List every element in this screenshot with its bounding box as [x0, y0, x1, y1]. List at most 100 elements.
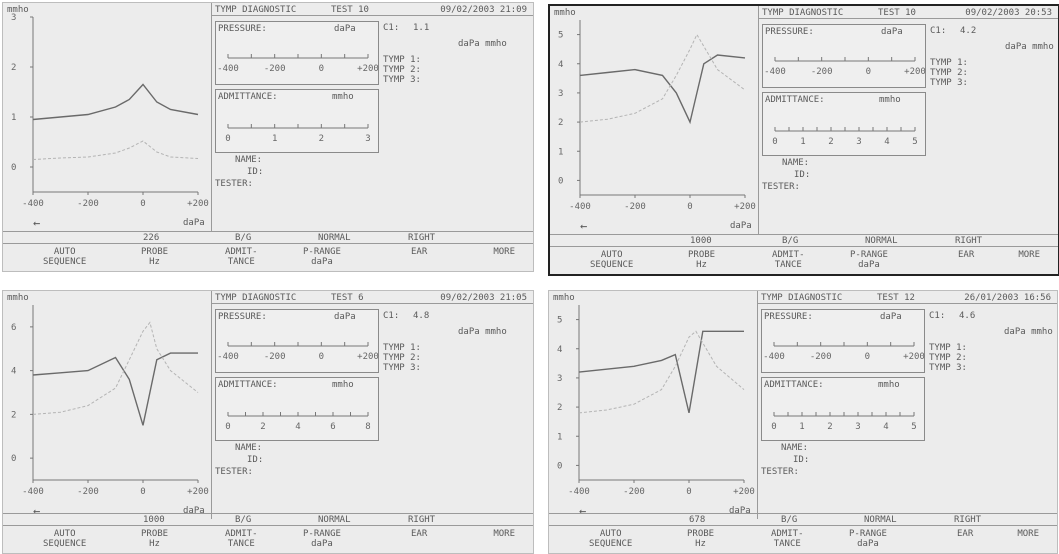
- normal-status: NORMAL: [865, 236, 898, 246]
- probe-label: PROBE: [687, 529, 715, 539]
- auto-sequence-button[interactable]: AUTO SEQUENCE: [590, 250, 633, 270]
- p-range-unit: daPa: [857, 539, 879, 549]
- tympanogram-plot: 5 4 3 2 1 0 -400 -200 0 +200: [558, 20, 756, 212]
- auto-sequence-button[interactable]: AUTO SEQUENCE: [43, 247, 86, 267]
- x-tick-label: -400: [22, 487, 44, 497]
- auto-sequence-button[interactable]: AUTO SEQUENCE: [589, 529, 632, 549]
- admittance-button[interactable]: ADMIT- TANCE: [771, 529, 804, 549]
- tymp2-label: TYMP 2:: [383, 353, 421, 363]
- test-number: TEST 12: [877, 293, 915, 303]
- admittance-label: ADMITTANCE:: [764, 380, 824, 390]
- arrow-left-icon[interactable]: ←: [580, 219, 588, 233]
- ratio-status: B/G: [235, 515, 252, 525]
- more-button[interactable]: MORE: [1017, 529, 1039, 539]
- pressure-label: PRESSURE:: [764, 312, 813, 322]
- name-label: NAME:: [235, 155, 263, 165]
- y-tick-label: 4: [11, 367, 16, 377]
- y-tick-label: 3: [558, 89, 563, 99]
- admittance-button[interactable]: ADMIT- TANCE: [225, 529, 258, 549]
- arrow-left-icon[interactable]: ←: [33, 216, 41, 230]
- more-button[interactable]: MORE: [1018, 250, 1040, 260]
- admittance-scale: 0 1 2 3 4 5: [771, 412, 917, 432]
- probe-hz-button[interactable]: PROBE Hz: [687, 529, 714, 549]
- pressure-unit: daPa: [334, 312, 356, 322]
- admittance-button[interactable]: ADMIT- TANCE: [772, 250, 805, 270]
- p-range-button[interactable]: P-RANGE daPa: [850, 250, 888, 270]
- tester-label: TESTER:: [215, 467, 253, 477]
- probe-frequency-value: 678: [689, 515, 706, 525]
- tympanogram-curve-secondary: [579, 33, 746, 123]
- tympanogram-curve: [579, 54, 746, 125]
- scale-tick-label: -200: [810, 352, 832, 362]
- admittance-unit: mmho: [879, 95, 901, 105]
- p-range-button[interactable]: P-RANGE daPa: [849, 529, 887, 549]
- scale-tick-label: -400: [217, 352, 239, 362]
- ear-side-status: RIGHT: [408, 515, 436, 525]
- admittance-button[interactable]: ADMIT- TANCE: [225, 247, 258, 267]
- tympanogram-plot: 3 2 1 0 -400 -200 0 +200: [11, 13, 209, 209]
- more-button[interactable]: MORE: [493, 529, 515, 539]
- p-range-button[interactable]: P-RANGE daPa: [303, 529, 341, 549]
- y-tick-label: 0: [11, 454, 16, 464]
- tester-label: TESTER:: [761, 467, 799, 477]
- hz-label: Hz: [696, 260, 707, 270]
- admittance-scale: 0 2 4 6 8: [225, 412, 371, 432]
- admittance-scale: 0 1 2 3: [225, 124, 371, 144]
- pressure-unit: daPa: [881, 27, 903, 37]
- p-range-unit: daPa: [311, 257, 333, 267]
- admit-label: ADMIT-: [772, 250, 805, 260]
- tymp-screen-3: mmho 6 4 2 0 -400 -200 0 +200 ← daPa TYMP DIAGN…: [2, 290, 534, 554]
- probe-hz-button[interactable]: PROBE Hz: [688, 250, 715, 270]
- p-range-button[interactable]: P-RANGE daPa: [303, 247, 341, 267]
- y-tick-label: 2: [11, 410, 16, 420]
- ear-button[interactable]: EAR: [957, 529, 974, 539]
- id-label: ID:: [794, 170, 811, 180]
- pressure-box: PRESSURE: daPa -400 -200 0 +200: [762, 24, 926, 88]
- probe-label: PROBE: [141, 247, 169, 257]
- probe-hz-button[interactable]: PROBE Hz: [141, 529, 168, 549]
- pressure-scale: -400 -200 0 +200: [764, 57, 926, 77]
- x-tick-label: 0: [686, 487, 691, 497]
- softkey-bar: 678 B/G NORMAL RIGHT AUTO SEQUENCE PROBE…: [549, 513, 1057, 553]
- test-number: TEST 10: [331, 5, 369, 15]
- probe-label: PROBE: [688, 250, 716, 260]
- auto-label: AUTO: [53, 529, 76, 539]
- date-time: 09/02/2003 21:05: [440, 293, 527, 303]
- tymp3-label: TYMP 3:: [930, 78, 968, 88]
- name-label: NAME:: [781, 443, 809, 453]
- arrow-left-icon[interactable]: ←: [33, 504, 41, 518]
- normal-status: NORMAL: [318, 515, 351, 525]
- y-tick-label: 4: [558, 60, 563, 70]
- tympanogram-plot: 5 4 3 2 1 0 -400 -200 0 +200: [557, 305, 755, 497]
- y-tick-label: 0: [11, 163, 16, 173]
- scale-tick-label: -400: [764, 67, 786, 77]
- name-label: NAME:: [235, 443, 263, 453]
- auto-sequence-button[interactable]: AUTO SEQUENCE: [43, 529, 86, 549]
- ear-button[interactable]: EAR: [411, 247, 428, 257]
- admittance-label: ADMITTANCE:: [765, 95, 825, 105]
- c1-label: C1:: [929, 311, 946, 321]
- arrow-left-icon[interactable]: ←: [579, 504, 587, 518]
- tester-label: TESTER:: [215, 179, 253, 189]
- scale-tick-label: 5: [911, 422, 916, 432]
- tance-label: TANCE: [227, 257, 255, 267]
- probe-frequency-value: 226: [143, 233, 160, 243]
- probe-hz-button[interactable]: PROBE Hz: [141, 247, 168, 267]
- x-unit-label: daPa: [730, 221, 752, 231]
- more-button[interactable]: MORE: [493, 247, 515, 257]
- ear-button[interactable]: EAR: [958, 250, 975, 260]
- y-tick-label: 6: [11, 323, 16, 333]
- p-range-label: P-RANGE: [849, 529, 887, 539]
- pressure-unit: daPa: [880, 312, 902, 322]
- probe-frequency-value: 1000: [143, 515, 165, 525]
- tymp3-label: TYMP 3:: [929, 363, 967, 373]
- normal-status: NORMAL: [318, 233, 351, 243]
- pressure-scale: -400 -200 0 +200: [217, 342, 379, 362]
- pressure-label: PRESSURE:: [765, 27, 814, 37]
- tymp1-label: TYMP 1:: [930, 58, 968, 68]
- ear-button[interactable]: EAR: [411, 529, 428, 539]
- tymp2-label: TYMP 2:: [930, 68, 968, 78]
- tymp2-label: TYMP 2:: [929, 353, 967, 363]
- sequence-label: SEQUENCE: [589, 539, 633, 549]
- auto-label: AUTO: [599, 529, 622, 539]
